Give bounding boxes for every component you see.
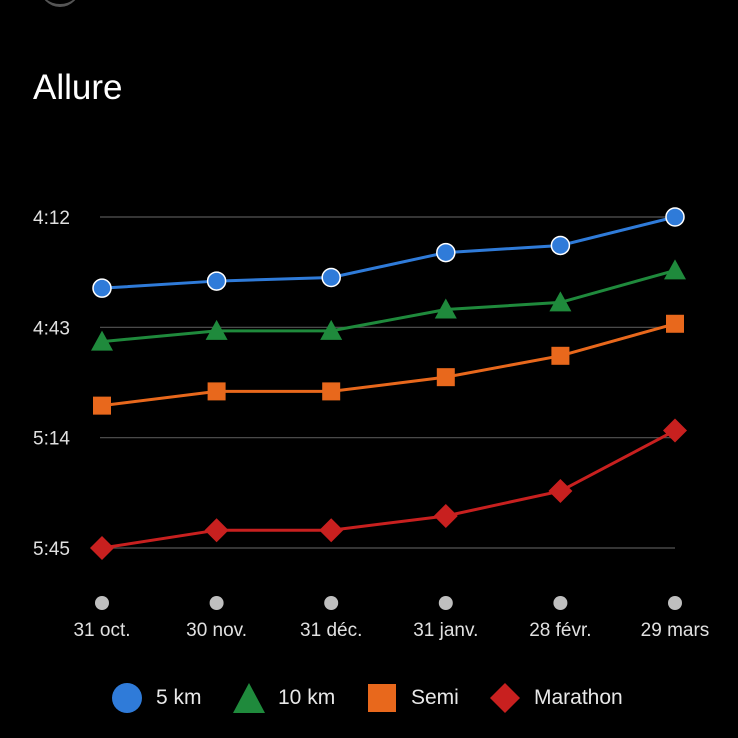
- legend-diamond-icon: [490, 683, 520, 713]
- x-tick-dot: [553, 596, 568, 610]
- data-point: [91, 330, 113, 351]
- pace-chart: 4:12 4:43 5:14 5:45 31 oct. 30 nov. 31 déc. 31 …: [33, 207, 710, 641]
- x-tick-label: 29 mars: [641, 620, 710, 641]
- top-bar-edge: [40, 0, 80, 7]
- data-point: [321, 267, 341, 288]
- x-tick-label: 31 déc.: [300, 620, 362, 641]
- data-point: [663, 418, 687, 443]
- legend-circle-icon: [112, 683, 142, 713]
- x-tick-label: 28 févr.: [529, 620, 591, 641]
- data-point: [550, 235, 571, 256]
- series-line-3: [101, 429, 676, 550]
- legend-item-10km[interactable]: 10 km: [232, 678, 335, 718]
- x-tick-label: 31 janv.: [413, 620, 478, 641]
- y-tick-label: 5:45: [33, 539, 70, 560]
- data-point: [548, 479, 573, 504]
- data-point: [320, 319, 343, 340]
- page-title: Allure: [33, 68, 123, 107]
- series-line-0: [101, 215, 676, 290]
- legend-label-5km: 5 km: [156, 686, 202, 709]
- legend-item-semi[interactable]: Semi: [365, 678, 459, 718]
- x-tick-label: 30 nov.: [186, 620, 247, 641]
- data-point: [436, 368, 455, 387]
- legend-item-5km[interactable]: 5 km: [110, 678, 202, 718]
- data-point: [551, 346, 570, 365]
- x-tick-dot: [209, 596, 224, 610]
- data-point: [436, 242, 456, 263]
- legend-item-marathon[interactable]: Marathon: [488, 678, 623, 718]
- y-tick-label: 4:12: [33, 208, 70, 229]
- y-tick-label: 4:43: [33, 318, 70, 339]
- data-point: [322, 382, 341, 401]
- legend-label-semi: Semi: [411, 686, 459, 709]
- data-point: [205, 319, 228, 340]
- legend-label-marathon: Marathon: [534, 686, 623, 709]
- data-point: [665, 207, 685, 227]
- data-point: [207, 382, 226, 401]
- legend-triangle-icon: [233, 683, 265, 713]
- legend: 5 km 10 km Semi Marathon: [0, 678, 738, 718]
- data-point: [92, 278, 112, 298]
- data-point: [90, 536, 114, 560]
- x-tick-dot: [668, 596, 682, 610]
- legend-label-10km: 10 km: [278, 686, 336, 709]
- x-tick-label: 31 oct.: [73, 620, 130, 641]
- x-tick-dot: [324, 596, 339, 610]
- data-point: [206, 271, 227, 291]
- data-point: [319, 518, 344, 543]
- x-tick-dot: [438, 596, 453, 610]
- data-point: [549, 291, 572, 312]
- data-point: [434, 298, 457, 319]
- data-point: [433, 503, 458, 528]
- legend-square-icon: [368, 684, 396, 712]
- data-point: [664, 259, 686, 280]
- series-line-1: [101, 268, 676, 344]
- data-point: [666, 314, 684, 333]
- data-point: [204, 518, 229, 543]
- y-tick-label: 5:14: [33, 429, 70, 450]
- series-line-2: [101, 322, 676, 408]
- data-point: [93, 396, 111, 415]
- x-tick-dot: [95, 596, 109, 610]
